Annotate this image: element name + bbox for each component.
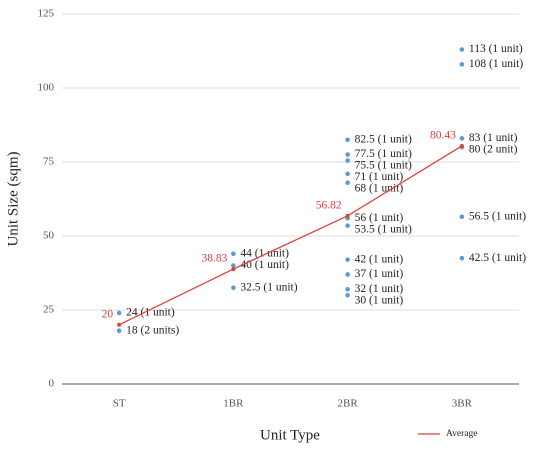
- data-point: [345, 223, 350, 228]
- data-label: 18 (2 units): [126, 324, 179, 336]
- average-point: [345, 213, 350, 218]
- data-label: 113 (1 unit): [469, 43, 523, 55]
- data-point: [116, 328, 122, 334]
- data-label: 32 (1 unit): [355, 283, 404, 295]
- data-label: 37 (1 unit): [355, 268, 404, 280]
- data-label: 108 (1 unit): [469, 58, 523, 70]
- data-point: [231, 285, 236, 291]
- data-label: 42.5 (1 unit): [469, 252, 526, 264]
- data-point: [345, 152, 350, 157]
- y-tick-label: 0: [49, 378, 55, 390]
- y-tick-label: 75: [43, 156, 55, 168]
- data-point: [345, 257, 350, 262]
- data-label: 80 (2 unit): [469, 143, 518, 155]
- data-label: 53.5 (1 unit): [355, 223, 412, 235]
- data-label: 30 (1 unit): [355, 294, 404, 306]
- data-point: [459, 214, 465, 220]
- data-point: [231, 251, 236, 257]
- x-tick-label: 3BR: [452, 398, 473, 410]
- data-label: 71 (1 unit): [355, 171, 404, 183]
- data-label: 40 (1 unit): [240, 259, 289, 271]
- y-tick-label: 100: [38, 82, 55, 94]
- average-label: 20: [102, 308, 114, 320]
- data-point: [116, 310, 122, 316]
- x-tick-label: ST: [113, 398, 126, 410]
- legend-label: Average: [446, 429, 477, 439]
- average-label: 38.83: [202, 253, 228, 265]
- y-tick-label: 125: [38, 8, 55, 20]
- x-tick-label: 1BR: [223, 398, 244, 410]
- data-label: 77.5 (1 unit): [355, 148, 412, 160]
- y-tick-label: 50: [43, 230, 55, 242]
- y-tick-label: 25: [43, 304, 55, 316]
- data-label: 83 (1 unit): [469, 132, 518, 144]
- data-point: [459, 47, 465, 52]
- data-point: [345, 286, 350, 292]
- average-label: 80.43: [430, 130, 456, 142]
- average-point: [231, 267, 236, 272]
- data-label: 42 (1 unit): [355, 253, 404, 265]
- y-axis-title: Unit Size (sqm): [5, 152, 21, 247]
- data-point: [459, 255, 465, 261]
- average-point: [117, 322, 122, 327]
- data-point: [345, 180, 350, 186]
- average-label: 56.82: [316, 199, 342, 211]
- data-point: [345, 137, 350, 143]
- data-point: [345, 171, 350, 177]
- x-axis-title: Unit Type: [260, 427, 320, 443]
- data-label: 56.5 (1 unit): [469, 210, 526, 222]
- data-label: 75.5 (1 unit): [355, 160, 412, 172]
- data-label: 68 (1 unit): [355, 183, 404, 195]
- data-label: 32.5 (1 unit): [240, 281, 297, 293]
- data-point: [459, 136, 465, 141]
- data-label: 82.5 (1 unit): [355, 133, 412, 145]
- x-tick-label: 2BR: [338, 398, 359, 410]
- average-line: [118, 145, 463, 326]
- data-point: [459, 62, 465, 67]
- data-point: [231, 263, 236, 268]
- data-point: [345, 272, 350, 277]
- average-point: [459, 143, 464, 148]
- data-label: 44 (1 unit): [240, 247, 289, 259]
- data-label: 24 (1 unit): [126, 307, 175, 319]
- data-point: [345, 292, 350, 298]
- data-point: [345, 158, 350, 163]
- data-label: 56 (1 unit): [355, 212, 404, 224]
